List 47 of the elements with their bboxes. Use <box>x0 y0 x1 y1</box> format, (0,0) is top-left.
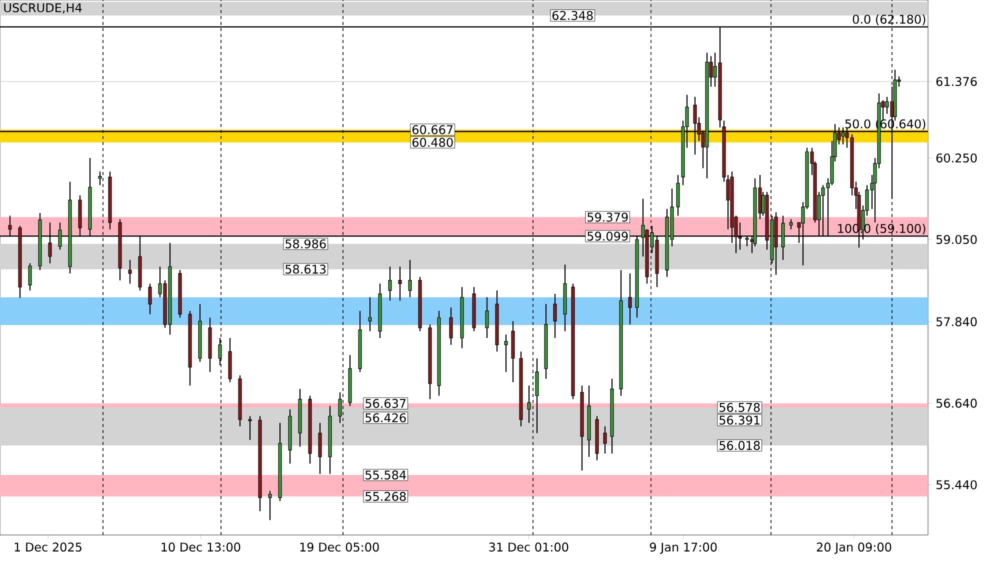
x-tick-label: 9 Jan 17:00 <box>650 542 717 554</box>
candlestick <box>485 296 489 339</box>
candlestick <box>449 306 453 346</box>
x-tick-label: 19 Dec 05:00 <box>300 542 379 552</box>
candlestick <box>148 283 152 315</box>
y-tick-label: 55.440 <box>936 480 977 490</box>
candlestick <box>368 296 372 332</box>
chart-title: USCRUDE,H4 <box>4 3 82 14</box>
candlestick <box>248 416 252 440</box>
candlestick <box>388 266 392 302</box>
candlestick <box>676 174 680 216</box>
annotation: 56.637 <box>366 398 406 408</box>
annotation: 62.348 <box>552 10 593 20</box>
ref-line-label: 0.0 (62.180) <box>852 14 926 26</box>
x-tick-label: 20 Jan 09:00 <box>816 542 892 554</box>
annotation: 60.480 <box>412 138 453 147</box>
candlestick <box>398 266 402 302</box>
annotation: 60.667 <box>412 125 453 134</box>
y-tick-label: 57.840 <box>936 317 977 326</box>
candlestick <box>603 426 607 454</box>
annotation: 58.613 <box>286 264 326 274</box>
candlestick <box>318 422 322 474</box>
x-tick-label: 31 Dec 01:00 <box>489 542 568 552</box>
annotation: 56.018 <box>720 440 760 450</box>
candlestick <box>885 96 889 114</box>
candlestick <box>28 262 32 292</box>
candlestick <box>408 259 412 298</box>
y-tick-label: 60.250 <box>936 153 977 163</box>
annotation: 59.099 <box>588 232 628 241</box>
candlestick <box>504 334 508 373</box>
y-tick-label: 59.050 <box>936 234 977 244</box>
annotation: 59.379 <box>588 212 628 222</box>
annotation: 56.426 <box>366 413 406 422</box>
annotation: 55.584 <box>366 470 406 480</box>
candlestick <box>128 259 132 284</box>
y-tick-label: 56.640 <box>936 398 977 408</box>
x-tick-label: 10 Dec 13:00 <box>162 542 240 552</box>
candlestick <box>789 218 793 230</box>
candlestick <box>553 293 557 339</box>
candlestick <box>268 490 272 521</box>
annotation: 56.578 <box>720 402 760 412</box>
x-tick-label: 1 Dec 2025 <box>14 542 82 552</box>
annotation: 58.986 <box>286 239 326 248</box>
y-tick-label: 61.376 <box>936 76 977 86</box>
annotation: 56.391 <box>720 416 760 425</box>
annotation: 55.268 <box>366 492 406 501</box>
candlestick <box>628 272 632 325</box>
